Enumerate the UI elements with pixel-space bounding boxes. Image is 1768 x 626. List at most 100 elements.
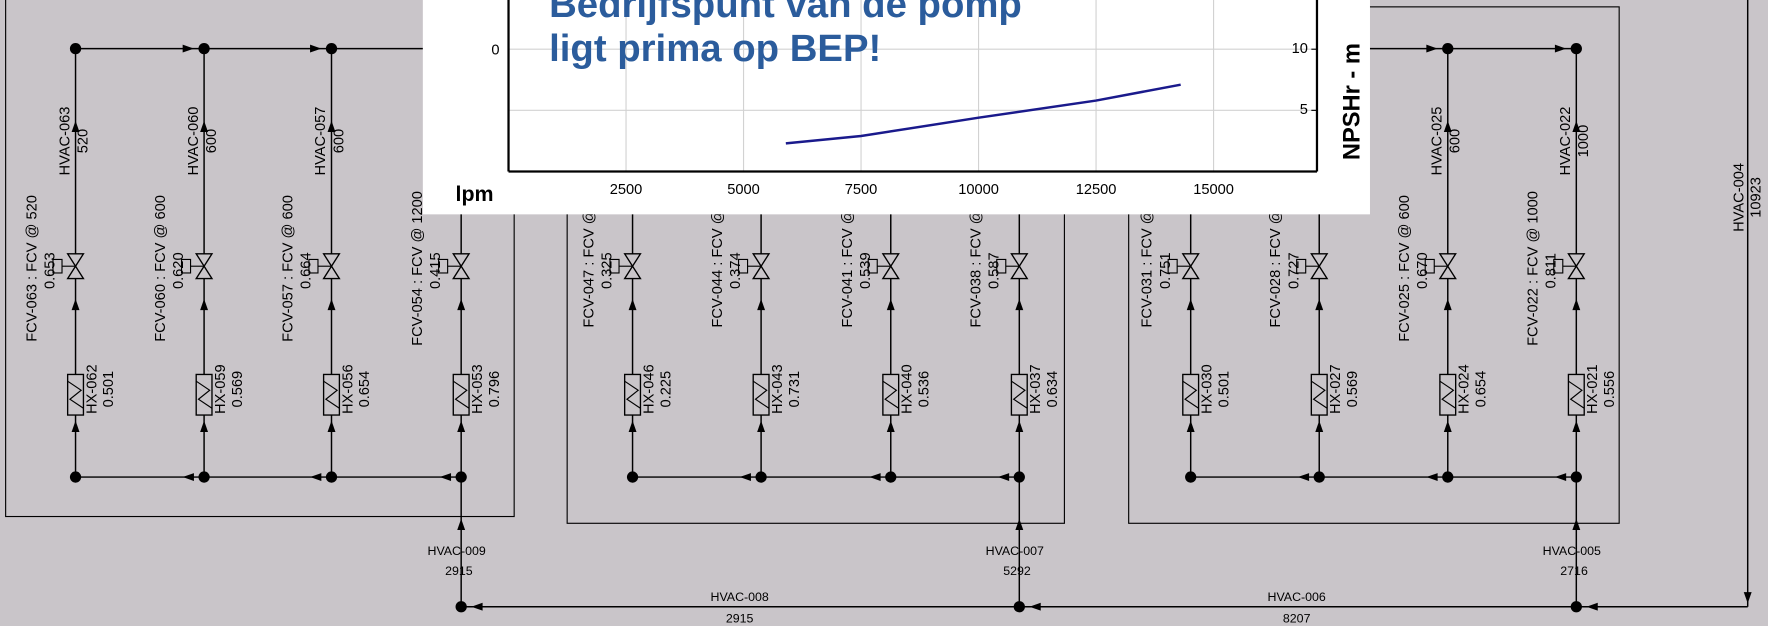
valve-opening: 0.539 (858, 252, 874, 289)
hx-label: HX-043 (770, 364, 786, 414)
flow-arrow (1186, 298, 1195, 311)
valve-actuator (308, 258, 319, 274)
hx-label: HX-062 (84, 364, 100, 414)
x-axis-label: lpm (456, 182, 494, 206)
pipe-label: HVAC-057 (313, 107, 329, 176)
node (1570, 601, 1582, 613)
hx-coil (1182, 380, 1199, 409)
valve-opening: 0.811 (1543, 253, 1559, 289)
flow-arrow (439, 473, 452, 482)
flow-arrow (200, 298, 209, 311)
flow-arrow (1572, 420, 1581, 432)
hx-label: HX-059 (213, 364, 229, 414)
valve-opening: 0.653 (43, 252, 59, 289)
node (626, 471, 639, 483)
hx-value: 0.536 (916, 371, 932, 408)
x-tick-label: 5000 (727, 182, 760, 198)
header-label: HVAC-008 (711, 590, 769, 604)
y-tick-label: 0 (491, 43, 499, 59)
valve-actuator (1296, 258, 1307, 274)
flow-arrow (1586, 602, 1598, 611)
hx-label: HX-030 (1199, 364, 1215, 414)
node (69, 471, 82, 483)
flow-arrow (628, 420, 637, 432)
flow-arrow (1186, 420, 1195, 432)
hx-coil (323, 380, 340, 409)
pipe-flow: 1000 (1576, 125, 1592, 158)
node (1313, 471, 1325, 483)
valve-actuator (52, 258, 63, 274)
pipe-label: HVAC-025 (1430, 107, 1446, 176)
hx-coil (1439, 380, 1456, 409)
piping-diagram: HVAC-063 520 FCV-063 : FCV @ 520 0.653 HX-06… (5, 0, 1765, 626)
header-flow: 2915 (726, 612, 754, 626)
hx-value: 0.654 (1473, 371, 1489, 408)
node (69, 42, 82, 55)
group-box (566, 0, 1065, 524)
flow-arrow (1743, 592, 1752, 604)
valve-actuator (867, 258, 878, 274)
hx-coil (452, 380, 470, 409)
flow-arrow (1015, 518, 1024, 531)
supply-label: HVAC-004 (1732, 163, 1748, 232)
flow-arrow (182, 473, 194, 482)
pipe-label: HVAC-060 (186, 107, 202, 176)
riser-label: HVAC-009 (428, 544, 486, 558)
hx-value: 0.225 (658, 371, 674, 408)
valve-label: FCV-025 : FCV @ 600 (1397, 195, 1413, 342)
flow-arrow (1554, 44, 1567, 53)
hx-label: HX-046 (641, 364, 657, 414)
x-tick-label: 2500 (610, 182, 643, 198)
valve-label: FCV-060 : FCV @ 600 (153, 195, 169, 342)
riser-label: HVAC-007 (986, 544, 1044, 558)
chart-overlay: 2500 5000 7500 10000 12500 15000 5 10 0 lpm NPSHr … (422, 0, 1370, 215)
chart-panel (422, 0, 1370, 215)
hx-label: HX-027 (1328, 364, 1344, 414)
group-box (1128, 6, 1620, 524)
valve-actuator (996, 258, 1007, 274)
hx-coil (1311, 380, 1328, 409)
hx-value: 0.634 (1045, 371, 1061, 408)
valve-actuator (438, 258, 449, 274)
flow-arrow (1443, 420, 1452, 432)
flow-arrow (200, 420, 209, 432)
hx-label: HX-056 (340, 364, 356, 414)
valve-opening: 0.620 (171, 252, 187, 289)
supply-flow: 10923 (1749, 177, 1765, 218)
flow-arrow (869, 473, 881, 482)
chart-subtitle: ligt prima op BEP! (549, 27, 881, 70)
riser-label: HVAC-005 (1543, 544, 1601, 558)
riser-flow: 2716 (1560, 564, 1588, 578)
valve-label: FCV-031 : FCV @ (1140, 209, 1156, 327)
y2-tick-label: 5 (1300, 102, 1308, 118)
valve-actuator (1553, 258, 1564, 274)
flow-arrow (457, 518, 466, 531)
node (198, 471, 210, 483)
hx-label: HX-024 (1457, 364, 1473, 414)
node (1185, 471, 1197, 483)
chart-title: Bedrijfspunt van de pomp (549, 0, 1022, 26)
pipe-flow: 520 (75, 129, 91, 153)
data-line (785, 83, 1181, 145)
hx-coil (882, 380, 899, 409)
x-tick-label: 10000 (958, 182, 999, 198)
node (198, 42, 210, 55)
hx-coil (195, 380, 213, 409)
hx-value: 0.569 (230, 371, 246, 408)
node (455, 601, 467, 613)
flow-arrow (457, 298, 466, 311)
flow-arrow (1426, 44, 1438, 53)
flow-arrow (739, 473, 751, 482)
flow-arrow (457, 420, 466, 432)
valve-actuator (180, 258, 192, 274)
flow-arrow (310, 44, 322, 53)
node (1013, 601, 1025, 613)
valve-label: FCV-038 : FCV @ (968, 209, 984, 327)
valve-opening: 0.664 (299, 252, 315, 289)
hx-coil (1568, 380, 1585, 409)
valve-label: FCV-054 : FCV @ 1200 (410, 191, 426, 346)
valve-actuator (1424, 258, 1435, 274)
pipe-label: HVAC-063 (57, 107, 73, 176)
